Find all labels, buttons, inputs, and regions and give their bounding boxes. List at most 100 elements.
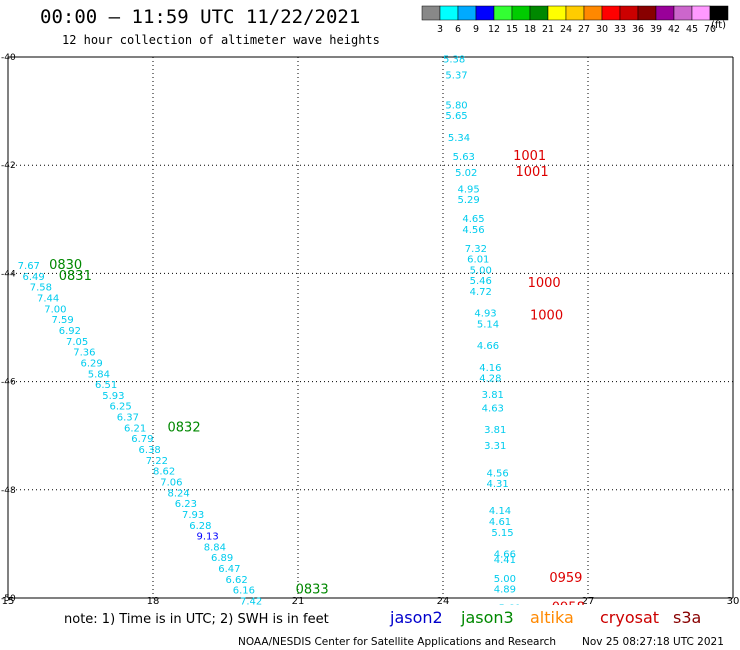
data-point-label: 5.63 xyxy=(453,152,475,163)
data-point-label: 3.31 xyxy=(484,441,506,452)
timestamp-text: Nov 25 08:27:18 UTC 2021 xyxy=(582,636,724,648)
data-point-label: 6.29 xyxy=(81,358,103,369)
legend-label: 6 xyxy=(455,24,461,35)
x-tick-label: 30 xyxy=(727,596,740,605)
data-point-label: 6.23 xyxy=(175,499,197,510)
time-annotation: 1000 xyxy=(528,276,561,291)
legend-label: 24 xyxy=(560,24,572,35)
data-point-label: 6.79 xyxy=(131,434,153,445)
altimeter-chart: 15 18 21 24 27 30-40-42-44-46-48-507.676.497.… xyxy=(1,53,740,605)
satellite-label-cryosat: cryosat xyxy=(600,608,660,627)
data-point-label: 4.66 xyxy=(494,549,516,560)
legend-label: 18 xyxy=(524,24,536,35)
data-point-label: 4.65 xyxy=(462,214,484,225)
data-point-label: 4.56 xyxy=(487,468,509,479)
y-tick-label: -44 xyxy=(1,269,16,279)
y-tick-label: -50 xyxy=(1,594,16,604)
data-point-label: 4.66 xyxy=(477,341,499,352)
legend-label: 45 xyxy=(686,24,698,35)
page-title: 00:00 — 11:59 UTC 11/22/2021 xyxy=(40,6,361,28)
data-point-label: 4.31 xyxy=(487,479,509,490)
x-tick-label: 18 xyxy=(147,596,160,605)
data-point-label: 7.58 xyxy=(30,283,52,294)
data-point-label: 6.25 xyxy=(110,402,132,413)
data-point-label: 4.89 xyxy=(494,585,516,596)
data-point-label: 7.59 xyxy=(52,315,74,326)
data-point-label: 5.29 xyxy=(458,195,480,206)
legend-label: 33 xyxy=(614,24,626,35)
data-point-label: 7.36 xyxy=(73,348,95,359)
data-point-label: 5.65 xyxy=(445,111,467,122)
time-annotation: 1001 xyxy=(513,149,546,164)
data-point-label: 4.41 xyxy=(494,555,516,566)
time-annotation: 0959 xyxy=(549,571,582,586)
data-point-label: 5.60 xyxy=(499,604,521,605)
data-point-label: 6.89 xyxy=(211,553,233,564)
legend-label: 39 xyxy=(650,24,662,35)
data-point-label: 5.02 xyxy=(455,168,477,179)
data-point-label: 7.67 xyxy=(18,261,40,272)
data-point-label: 7.42 xyxy=(240,596,262,605)
data-point-label: 7.22 xyxy=(146,456,168,467)
data-point-label: 4.72 xyxy=(470,287,492,298)
x-tick-label: 24 xyxy=(437,596,450,605)
data-point-label: 7.06 xyxy=(160,477,182,488)
data-point-label: 5.46 xyxy=(470,276,492,287)
legend-label: 36 xyxy=(632,24,644,35)
data-point-label: 7.44 xyxy=(37,294,59,305)
data-point-label: 4.95 xyxy=(458,184,480,195)
data-point-label: 6.47 xyxy=(218,564,240,575)
data-point-label: 5.84 xyxy=(88,369,110,380)
data-point-label: 8.84 xyxy=(204,542,226,553)
data-point-label: 4.14 xyxy=(489,506,511,517)
data-point-label: 5.93 xyxy=(102,391,124,402)
data-point-label: 3.81 xyxy=(484,425,506,436)
data-point-label: 5.15 xyxy=(491,528,513,539)
time-annotation: 1000 xyxy=(530,308,563,323)
data-point-label: 7.00 xyxy=(44,304,66,315)
data-point-label: 8.24 xyxy=(168,488,190,499)
legend-label: 9 xyxy=(473,24,479,35)
legend-unit: (ft) xyxy=(711,20,727,31)
legend-label: 12 xyxy=(488,24,500,35)
data-point-label: 8.62 xyxy=(153,467,175,478)
y-tick-label: -40 xyxy=(1,53,16,63)
data-point-label: 6.92 xyxy=(59,326,81,337)
data-point-label: 4.28 xyxy=(479,374,501,385)
data-point-label: 5.38 xyxy=(443,54,465,65)
data-point-label: 5.37 xyxy=(445,71,467,82)
data-point-label: 4.63 xyxy=(482,403,504,414)
legend-label: 15 xyxy=(506,24,518,35)
legend-swatch xyxy=(709,5,729,21)
data-point-label: 3.81 xyxy=(482,390,504,401)
data-point-label: 6.28 xyxy=(189,521,211,532)
credit-text: NOAA/NESDIS Center for Satellite Applica… xyxy=(238,636,556,648)
legend-label: 70 xyxy=(704,24,716,35)
legend-label: 21 xyxy=(542,24,554,35)
data-point-label: 6.37 xyxy=(117,413,139,424)
data-point-label: 5.00 xyxy=(470,265,492,276)
legend-label: 30 xyxy=(596,24,608,35)
data-point-label: 4.16 xyxy=(479,363,501,374)
data-point-label: 4.56 xyxy=(462,225,484,236)
legend-label: 3 xyxy=(437,24,443,35)
data-point-label: 4.61 xyxy=(489,517,511,528)
data-point-label: 7.93 xyxy=(182,510,204,521)
data-point-label: 6.16 xyxy=(233,586,255,597)
legend-label: 27 xyxy=(578,24,590,35)
data-point-label: 6.51 xyxy=(95,380,117,391)
time-annotation: 0833 xyxy=(296,583,329,598)
y-tick-label: -42 xyxy=(1,161,16,171)
color-legend: 3 6 9 12 15 18 21 24 27 30 33 36 39 42 45 70 xyxy=(421,5,729,35)
time-annotation: 0832 xyxy=(168,420,201,435)
note-text: note: 1) Time is in UTC; 2) SWH is in fe… xyxy=(64,612,329,627)
satellite-label-jason3: jason3 xyxy=(461,608,514,627)
time-annotation: 0831 xyxy=(59,269,92,284)
time-annotation: 1001 xyxy=(516,165,549,180)
data-point-label: 6.01 xyxy=(467,255,489,266)
data-point-label: 6.49 xyxy=(23,272,45,283)
data-point-label: 7.05 xyxy=(66,337,88,348)
x-tick-label: 15 xyxy=(2,596,15,605)
x-tick-label: 21 xyxy=(292,596,305,605)
x-tick-label: 27 xyxy=(582,596,595,605)
